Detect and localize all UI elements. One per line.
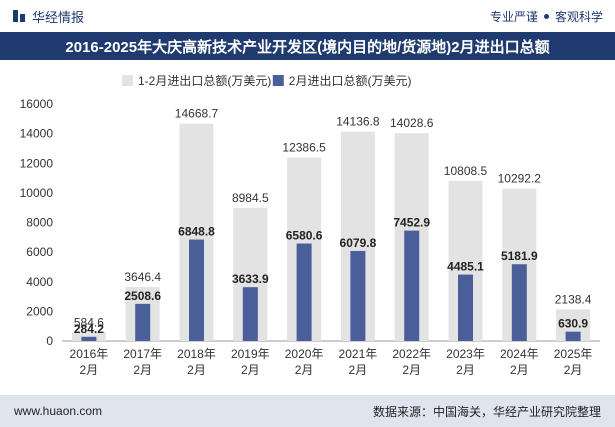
x-tick-label-2: 2018年 2月	[177, 347, 216, 377]
tagline-right: 客观科学	[554, 9, 603, 24]
chart-title: 2016-2025年大庆高新技术产业开发区(境内目的地/货源地)2月进出口总额	[0, 32, 615, 60]
data-label-series2-4: 6580.6	[286, 229, 323, 243]
x-tick-label-0: 2016年 2月	[70, 347, 109, 377]
data-label-series1-4: 12386.5	[282, 141, 326, 155]
data-label-series2-7: 4485.1	[447, 260, 484, 274]
data-label-series1-9: 2138.4	[555, 292, 592, 306]
legend-label-0: 1-2月进出口总额(万美元)	[138, 74, 271, 88]
bar-series2-9	[565, 331, 581, 341]
x-tick-label-6: 2022年 2月	[392, 347, 431, 377]
bar-series2-5	[350, 250, 366, 341]
bar-series2-6	[404, 230, 420, 341]
dot-icon	[543, 13, 549, 19]
bar-series2-3	[242, 287, 258, 341]
data-label-series2-8: 5181.9	[501, 249, 538, 263]
legend-swatch-1	[272, 75, 284, 86]
bar-series2-2	[189, 239, 204, 341]
footer-url: www.huaon.com	[14, 404, 103, 418]
tagline-left: 专业严谨	[489, 9, 538, 24]
y-tick-label-0: 0	[46, 334, 53, 348]
data-label-series2-0: 284.2	[74, 322, 104, 336]
bar-series1-0	[71, 332, 106, 341]
y-tick-label-4: 8000	[26, 216, 53, 230]
x-tick-label-9: 2025年 2月	[554, 347, 593, 377]
y-tick-label-6: 12000	[20, 156, 54, 170]
data-label-series1-0: 584.6	[74, 315, 104, 329]
y-tick-label-5: 10000	[20, 186, 54, 200]
data-label-series1-7: 10808.5	[444, 164, 488, 178]
y-tick-label-7: 14000	[20, 127, 54, 141]
data-label-series2-3: 3633.9	[232, 272, 269, 286]
data-label-series2-5: 6079.8	[340, 236, 377, 250]
y-tick-label-8: 16000	[20, 97, 54, 111]
brand-name: 华经情报	[32, 9, 85, 25]
y-tick-label-1: 2000	[26, 304, 53, 318]
x-tick-label-3: 2019年 2月	[231, 347, 270, 377]
data-label-series1-3: 8984.5	[232, 191, 269, 205]
tagline: 专业严谨 客观科学	[490, 8, 603, 25]
bar-series2-8	[511, 264, 527, 341]
top-bar: 华经情报 专业严谨 客观科学	[0, 0, 615, 32]
x-tick-label-4: 2020年 2月	[285, 347, 324, 377]
data-label-series1-1: 3646.4	[124, 270, 161, 284]
brand: 华经情报	[12, 7, 84, 26]
bar-series2-0	[81, 336, 97, 341]
bar-series2-1	[135, 303, 151, 341]
legend-swatch-0	[122, 75, 133, 86]
data-label-series1-8: 10292.2	[498, 172, 542, 186]
bar-series2-7	[458, 274, 473, 341]
footer-source: 数据来源：中国海关，华经产业研究院整理	[372, 404, 601, 419]
data-label-series2-2: 6848.8	[178, 225, 215, 239]
footer: www.huaon.com 数据来源：中国海关，华经产业研究院整理	[0, 395, 615, 427]
data-label-series1-6: 14028.6	[390, 116, 434, 130]
x-tick-label-5: 2021年 2月	[339, 347, 378, 377]
legend-label-1: 2月进出口总额(万美元)	[289, 74, 412, 88]
y-tick-label-2: 4000	[26, 275, 53, 289]
data-label-series2-9: 630.9	[558, 317, 588, 331]
data-label-series2-1: 2508.6	[124, 289, 161, 303]
chart: 0 2000 4000 6000 8000 10000 12000 14000 16000 584…	[20, 74, 600, 377]
x-tick-label-1: 2017年 2月	[123, 347, 162, 377]
x-tick-label-7: 2023年 2月	[446, 347, 485, 377]
data-label-series1-2: 14668.7	[175, 107, 219, 121]
y-tick-label-3: 6000	[26, 245, 53, 259]
x-tick-label-8: 2024年 2月	[500, 347, 539, 377]
data-label-series2-6: 7452.9	[393, 216, 430, 230]
data-label-series1-5: 14136.8	[336, 115, 380, 129]
brand-logo-icon	[12, 9, 26, 23]
bar-series2-4	[296, 243, 312, 341]
